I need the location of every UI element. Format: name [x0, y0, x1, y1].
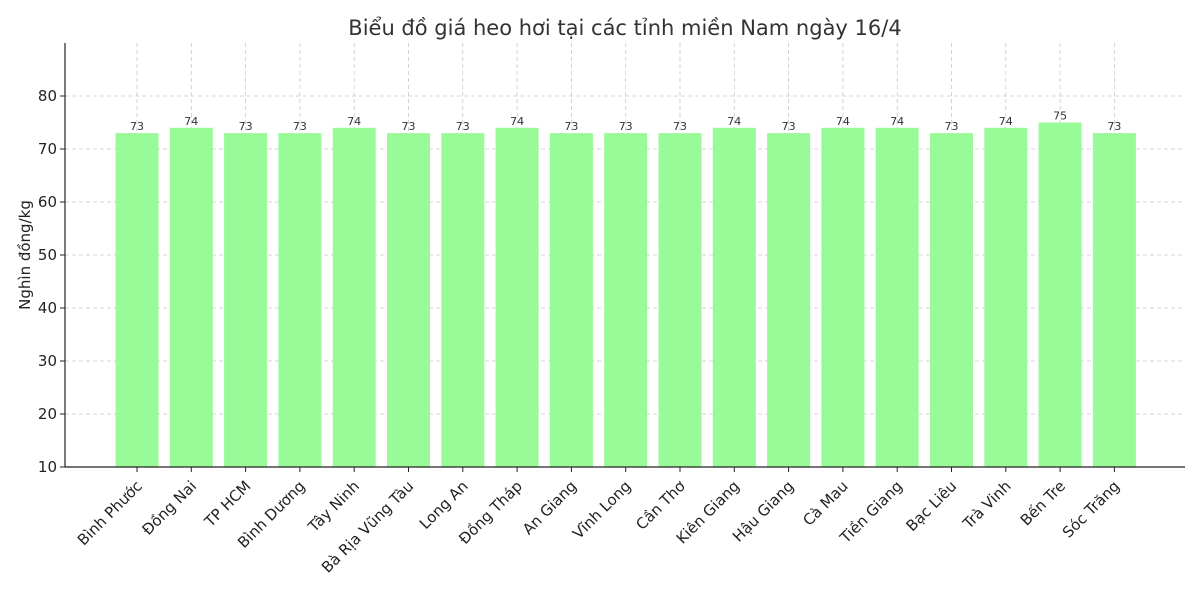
bar	[115, 133, 159, 467]
bar-value-label: 73	[1107, 120, 1121, 133]
value-labels-layer: 73 74 73 73 74 73 73 74 73 73 73 74 73 74 74 73 74 75 73	[130, 110, 1121, 134]
chart-title: Biểu đồ giá heo hơi tại các tỉnh miền Na…	[348, 16, 901, 40]
bar	[549, 133, 593, 467]
x-tick-label: TP HCM	[200, 477, 254, 531]
y-tick-label: 50	[38, 246, 57, 264]
bar	[1038, 122, 1082, 467]
y-axis-label: Nghìn đồng/kg	[16, 200, 34, 310]
bar	[278, 133, 322, 467]
bar	[712, 127, 756, 468]
y-tick-labels: 10 20 30 40 50 60 70 80	[38, 87, 57, 476]
x-tick-label: Long An	[416, 477, 472, 533]
y-tick-label: 30	[38, 352, 57, 370]
bar	[495, 127, 539, 468]
bar-value-label: 73	[402, 120, 416, 133]
bar-value-label: 74	[510, 115, 524, 128]
y-tick-label: 60	[38, 193, 57, 211]
y-tick-label: 40	[38, 299, 57, 317]
y-tick-label: 10	[38, 458, 57, 476]
bar	[875, 127, 919, 468]
bar-value-label: 74	[347, 115, 361, 128]
bar-value-label: 73	[782, 120, 796, 133]
axes-layer	[60, 43, 1185, 472]
bar-value-label: 73	[619, 120, 633, 133]
x-tick-label: Cà Mau	[799, 477, 851, 529]
bar-value-label: 75	[1053, 110, 1067, 123]
bar	[387, 133, 430, 467]
bar	[984, 127, 1028, 468]
y-tick-label: 70	[38, 140, 57, 158]
bar	[332, 127, 376, 468]
bar-value-label: 73	[945, 120, 959, 133]
bar-value-label: 74	[727, 115, 741, 128]
bar	[441, 133, 485, 467]
bar	[658, 133, 702, 467]
x-tick-label: Bạc Liêu	[903, 477, 961, 535]
bar	[224, 133, 268, 467]
bar	[767, 133, 811, 467]
bar-value-label: 73	[456, 120, 470, 133]
x-tick-label: Đồng Nai	[138, 477, 200, 539]
bar-value-label: 73	[564, 120, 578, 133]
bar	[169, 127, 213, 468]
bar	[604, 133, 648, 467]
x-tick-label: Vĩnh Long	[569, 477, 634, 542]
bar	[1092, 133, 1136, 467]
x-tick-label: Bình Phước	[74, 477, 146, 549]
bar-value-label: 73	[673, 120, 687, 133]
bar	[930, 133, 973, 467]
bar-value-label: 73	[239, 120, 253, 133]
x-tick-label: Bà Rịa Vũng Tàu	[318, 477, 417, 576]
bar-value-label: 74	[184, 115, 198, 128]
x-tick-label: Bến Tre	[1017, 477, 1069, 529]
x-tick-label: Cần Thơ	[632, 477, 689, 534]
bar-value-label: 74	[836, 115, 850, 128]
bar-value-label: 73	[293, 120, 307, 133]
bar	[821, 127, 865, 468]
bars-layer	[115, 122, 1136, 468]
y-tick-label: 20	[38, 405, 57, 423]
bar-value-label: 74	[890, 115, 904, 128]
bar-value-label: 73	[130, 120, 144, 133]
x-tick-label: Sóc Trăng	[1059, 477, 1123, 541]
x-tick-label: Trà Vinh	[959, 477, 1015, 533]
bar-value-label: 74	[999, 115, 1013, 128]
y-tick-label: 80	[38, 87, 57, 105]
